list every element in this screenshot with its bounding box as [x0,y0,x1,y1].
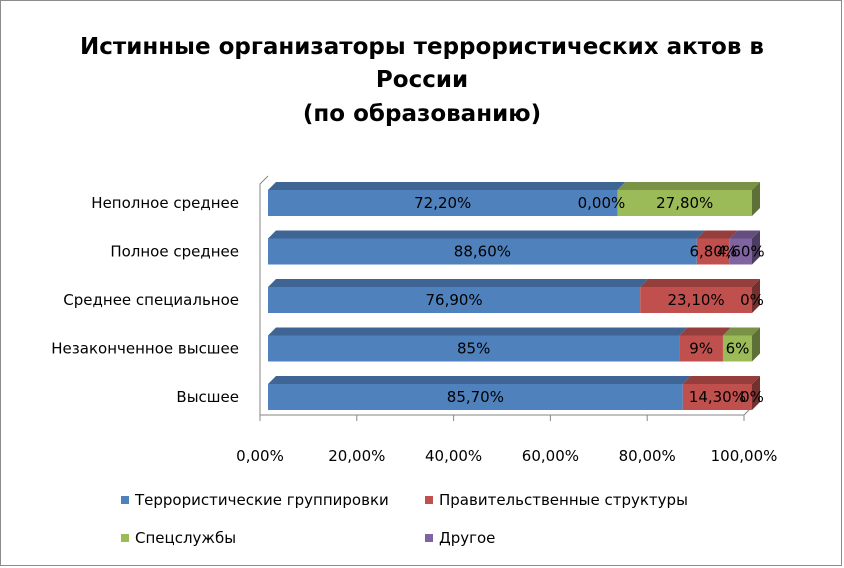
bar-segment [268,335,680,362]
x-tick-label: 20,00% [328,447,385,465]
bar-segment [268,238,697,265]
bar-segment [729,238,752,265]
bar-segment [640,287,752,313]
x-tick-label: 0,00% [236,447,284,465]
category-label: Незаконченное высшее [51,340,239,358]
legend-label: Правительственные структуры [439,491,688,509]
legend-swatch-icon [121,496,129,504]
chart-title-line-2: России [375,67,469,93]
bar-segment-top [696,230,738,239]
data-label: 6% [726,340,750,358]
legend-entry-terror-groups: Террористические группировки [121,491,389,509]
data-label: 6,80% [689,243,737,261]
back-wall-edge [259,175,269,415]
bar-segment-top [729,230,760,239]
x-tick-label: 60,00% [522,447,579,465]
data-label: 9% [689,340,713,358]
category-label: Неполное среднее [91,194,239,212]
bar-segment-top [268,327,688,336]
x-tick-label: 80,00% [619,447,676,465]
category-label: Высшее [176,388,239,406]
bar-segment-top [640,279,760,287]
legend-entry-special-services: Спецслужбы [121,529,236,547]
chart-title-line-1: Истинные организаторы террористических а… [80,34,764,60]
bar-segment-top [679,327,731,336]
bar-segment-top [268,376,691,384]
bar-side-face [752,327,760,362]
x-tick-label: 100,00% [711,447,778,465]
chart-title-line-3: (по образованию) [302,101,542,127]
legend-entry-government: Правительственные структуры [425,491,688,509]
legend-swatch-icon [425,496,433,504]
bar-segment [679,335,723,362]
legend-label: Террористические группировки [135,491,389,509]
category-label: Среднее специальное [63,291,239,309]
data-label: 72,20% [414,194,471,212]
bar-segment [268,384,683,410]
data-label: 85,70% [447,388,504,406]
bar-segment-top [268,230,705,239]
bar-segment-top [617,182,760,190]
bar-segment-top [268,182,626,190]
category-label: Полное среднее [110,243,239,261]
data-label: 4,60% [717,243,765,261]
data-label: 14,30% [689,388,746,406]
legend-label: Спецслужбы [135,529,237,547]
data-label: 85% [457,340,490,358]
bar-segment [268,287,641,313]
bar-side-face [752,279,760,313]
bar-side-face [752,376,760,410]
bar-segment-top [722,327,760,336]
bar-segment [268,190,618,216]
legend-swatch-icon [121,534,129,542]
bar-segment-top [268,279,649,287]
bar-segment [722,335,752,362]
bar-side-face [752,230,760,265]
legend-swatch-icon [425,534,433,542]
x-tick-label: 40,00% [425,447,482,465]
bar-segment [682,384,752,410]
data-label: 23,10% [667,291,724,309]
bar-segment-top [682,376,760,384]
bar-segment [696,238,730,265]
bar-side-face [752,182,760,216]
legend-entry-other: Другое [425,529,495,547]
data-label: 0,00% [578,194,626,212]
data-label: 0% [740,388,764,406]
data-label: 27,80% [656,194,713,212]
data-label: 0% [740,291,764,309]
legend-label: Другое [439,529,496,547]
bar-segment [617,190,752,216]
data-label: 88,60% [454,243,511,261]
data-label: 76,90% [425,291,482,309]
